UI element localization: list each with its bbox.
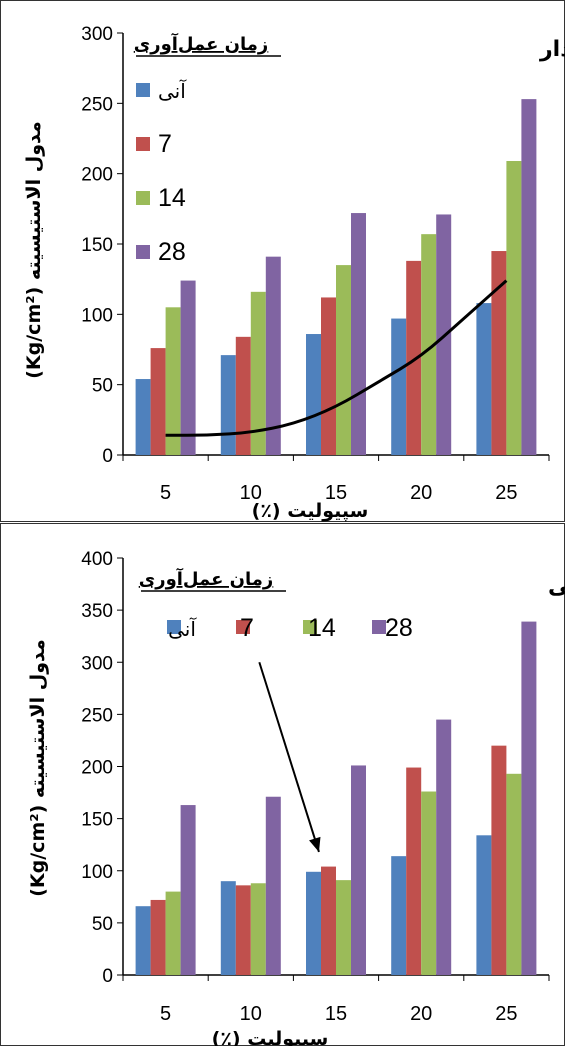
- x-tick-label: 15: [325, 482, 347, 504]
- bar-آنی-15: [306, 871, 321, 975]
- bar-28-5: [180, 280, 196, 455]
- bar-7-5: [150, 899, 166, 975]
- legend-swatch-28: [136, 245, 150, 259]
- y-tick-label: 100: [81, 862, 113, 883]
- y-tick-label: 150: [81, 235, 113, 256]
- x-axis-label: سپیولیت (٪): [252, 500, 369, 522]
- bar-28-20: [436, 719, 452, 975]
- y-tick-label: 250: [81, 705, 113, 726]
- legend-label-آنی: آنی: [158, 78, 187, 103]
- bar-28-25: [521, 99, 537, 455]
- bar-14-5: [165, 307, 181, 455]
- y-tick-label: 250: [81, 94, 113, 115]
- bar-7-25: [491, 251, 507, 455]
- bar-28-10: [265, 796, 281, 975]
- bar-7-10: [235, 885, 251, 975]
- bar-14-10: [250, 883, 266, 975]
- bar-14-25: [506, 161, 522, 456]
- x-tick-label: 25: [495, 1003, 517, 1025]
- legend-label-7: 7: [240, 614, 254, 642]
- bar-14-10: [250, 291, 266, 455]
- bar-آنی-25: [476, 303, 492, 455]
- bar-28-5: [180, 805, 196, 975]
- bar-14-5: [165, 891, 181, 975]
- y-axis-label: مدول الاستیسیته (Kg/cm²): [23, 121, 45, 379]
- legend-swatch-آنی: [167, 620, 181, 634]
- y-tick-label: 0: [102, 966, 113, 987]
- legend-swatch-7: [136, 137, 150, 151]
- trend-curve: [165, 279, 508, 437]
- bar-آنی-10: [220, 881, 236, 975]
- bar-7-25: [491, 745, 507, 975]
- y-tick-label: 350: [81, 601, 113, 622]
- y-tick-label: 50: [92, 376, 113, 397]
- legend-label-14: 14: [308, 614, 336, 642]
- y-tick-label: 150: [81, 810, 113, 831]
- bar-7-20: [406, 260, 422, 455]
- chart-panel-sandy-clay: 0 50 100 150 200 250 300 5 10 15 20 25 سپیولیت (٪) مد…: [0, 0, 565, 522]
- x-tick-label: 20: [410, 482, 432, 504]
- bar-7-15: [321, 866, 336, 975]
- y-tick-label: 0: [102, 446, 113, 467]
- x-tick-label: 5: [160, 1003, 171, 1025]
- legend-label-14: 14: [158, 184, 186, 212]
- bar-28-15: [351, 213, 366, 455]
- chart-svg-sandy-clay: 0 50 100 150 200 250 300 5 10 15 20 25 سپیولیت (٪) مد…: [0, 0, 565, 522]
- bar-7-15: [321, 297, 336, 455]
- y-tick-label: 100: [81, 305, 113, 326]
- bar-28-15: [351, 765, 366, 975]
- bar-14-15: [336, 265, 351, 455]
- y-tick-label: 200: [81, 165, 113, 186]
- bar-آنی-5: [135, 379, 151, 455]
- bar-7-5: [150, 348, 166, 455]
- bar-28-25: [521, 621, 537, 975]
- chart-panel-clayey-sand: 0 50 100 150 200 250 300 350 400 5 10 15 20 25 سپیولیت…: [0, 523, 565, 1046]
- annotation-arrow-line: [258, 661, 320, 853]
- bar-7-10: [235, 336, 251, 455]
- bar-14-20: [421, 234, 437, 455]
- bar-14-15: [336, 880, 351, 975]
- legend-label-28: 28: [385, 614, 413, 642]
- chart-title: (ج) ماسه رسی: [548, 574, 565, 599]
- chart-svg-clayey-sand: 0 50 100 150 200 250 300 350 400 5 10 15 20 25 سپیولیت…: [0, 523, 565, 1046]
- y-tick-label: 300: [81, 24, 113, 45]
- y-tick-label: 400: [81, 549, 113, 570]
- x-tick-label: 15: [325, 1003, 347, 1025]
- bar-14-20: [421, 791, 437, 975]
- annotation-arrow-head: [309, 836, 321, 852]
- x-tick-label: 25: [495, 482, 517, 504]
- legend-swatch-7: [236, 620, 250, 634]
- legend-swatch-14: [136, 191, 150, 205]
- y-tick-label: 50: [92, 914, 113, 935]
- y-axis-label: مدول الاستیسیته (Kg/cm²): [27, 639, 49, 897]
- bar-7-20: [406, 767, 422, 975]
- x-tick-label: 10: [240, 482, 262, 504]
- legend-swatch-28: [372, 620, 386, 634]
- legend-label-آنی: آنی: [168, 616, 197, 641]
- legend-title: زمان عمل‌آوری: [134, 32, 269, 55]
- legend-swatch-آنی: [136, 83, 150, 97]
- x-axis-label: سپیولیت (٪): [212, 1028, 329, 1046]
- x-tick-label: 5: [160, 482, 171, 504]
- bar-آنی-10: [220, 355, 236, 455]
- bar-آنی-5: [135, 906, 151, 975]
- bar-14-25: [506, 773, 522, 975]
- legend-label-7: 7: [158, 130, 172, 158]
- y-tick-label: 300: [81, 653, 113, 674]
- chart-title: (د) رس ماسه‌دار: [539, 37, 565, 62]
- bar-آنی-20: [391, 318, 407, 455]
- bar-آنی-25: [476, 835, 492, 975]
- bar-28-10: [265, 256, 281, 455]
- legend-label-28: 28: [158, 238, 186, 266]
- x-tick-label: 20: [410, 1003, 432, 1025]
- legend-swatch-14: [303, 620, 317, 634]
- x-tick-label: 10: [240, 1003, 262, 1025]
- bar-آنی-15: [306, 334, 321, 455]
- legend-title: زمان عمل‌آوری: [139, 567, 274, 590]
- y-tick-label: 200: [81, 758, 113, 779]
- bar-آنی-20: [391, 856, 407, 975]
